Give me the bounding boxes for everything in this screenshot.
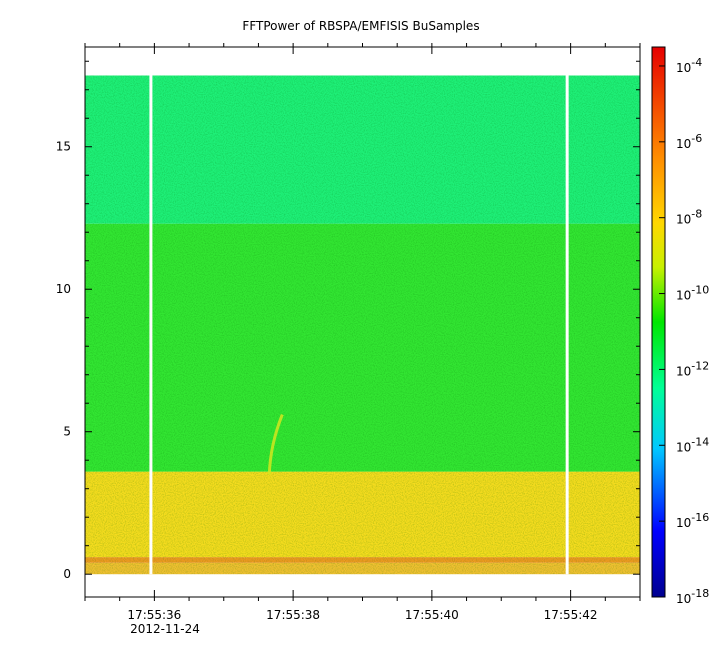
data-gaps	[149, 75, 569, 575]
x-tick-label: 17:55:40	[405, 608, 459, 622]
y-tick-label: 0	[63, 567, 71, 581]
data-gap	[565, 75, 569, 575]
colorbar-tick-label: 10-16	[676, 511, 709, 530]
noise-texture	[85, 75, 640, 575]
colorbar-tick-label: 10-18	[676, 587, 709, 606]
plot-area	[84, 46, 641, 598]
date-label: 2012-11-24	[130, 622, 200, 636]
chart-title: FFTPower of RBSPA/EMFISIS BuSamples	[242, 19, 479, 33]
y-axis: 0 5 10 15	[56, 60, 640, 581]
y-tick-label: 10	[56, 282, 71, 296]
spectral-features	[267, 414, 284, 475]
colorbar-gradient	[651, 46, 666, 598]
x-tick-label: 17:55:36	[127, 608, 181, 622]
colorbar-tick-label: 10-4	[676, 56, 702, 75]
x-tick-label: 17:55:42	[544, 608, 598, 622]
colorbar-tick-label: 10-12	[676, 359, 709, 378]
colorbar: 10-4 10-6 10-8 10-10 10-12 10-14 10-16 10-18	[651, 46, 709, 606]
colorbar-tick-label: 10-8	[676, 208, 702, 227]
y-tick-label: 5	[63, 425, 71, 439]
colorbar-ticks: 10-4 10-6 10-8 10-10 10-12 10-14 10-16 10-18	[659, 56, 709, 606]
x-tick-label: 17:55:38	[266, 608, 320, 622]
colorbar-tick-label: 10-10	[676, 284, 709, 303]
data-gap	[149, 75, 153, 575]
colorbar-tick-label: 10-6	[676, 132, 702, 151]
y-tick-label: 15	[56, 140, 71, 154]
colorbar-tick-label: 10-14	[676, 435, 709, 454]
x-axis: 17:55:36 17:55:38 17:55:40 17:55:42	[84, 43, 641, 622]
whistler-feature	[267, 414, 284, 475]
